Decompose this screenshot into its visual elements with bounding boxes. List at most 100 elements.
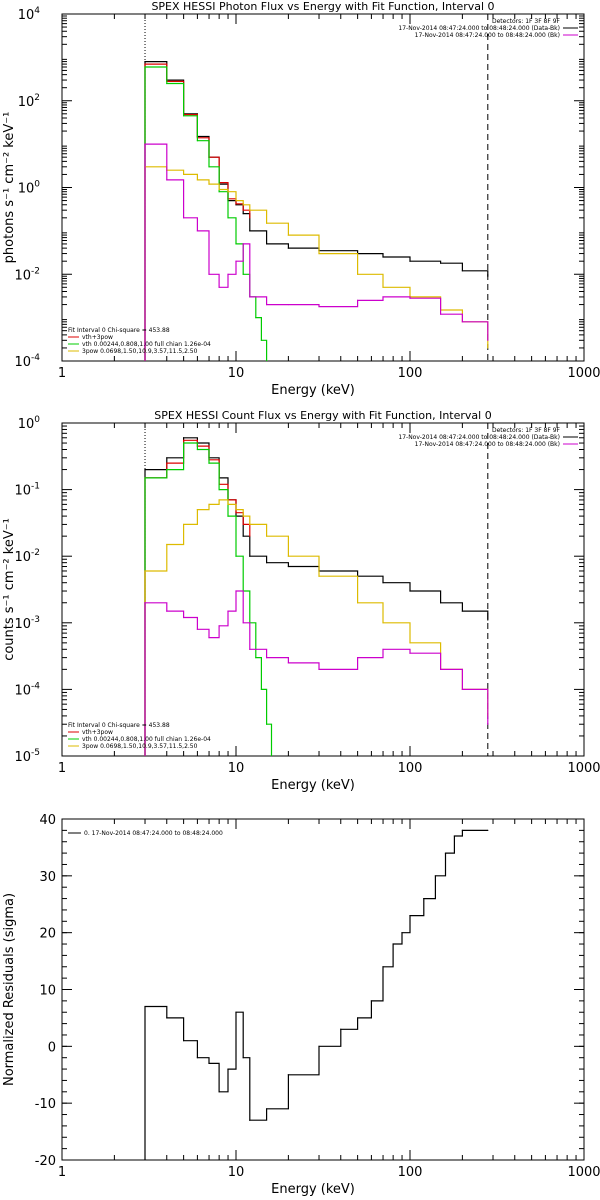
- y-tick-exponent: -5: [31, 748, 40, 758]
- data-point: [235, 203, 237, 205]
- series-line-3: [144, 166, 489, 361]
- data-point: [453, 835, 456, 837]
- data-point: [287, 234, 289, 236]
- data-point: [235, 512, 237, 514]
- data-point: [249, 535, 251, 537]
- data-point: [266, 243, 268, 245]
- series-line-4: [144, 590, 489, 756]
- series-line-0: [144, 61, 489, 361]
- data-point: [382, 286, 384, 288]
- data-point: [357, 602, 359, 604]
- x-tick-label: 10: [228, 1165, 245, 1180]
- y-tick-label: 10-2: [14, 548, 40, 565]
- data-point: [166, 462, 168, 464]
- data-point: [227, 503, 229, 505]
- x-tick-label: 1000: [567, 761, 600, 776]
- legend-left-entry: Fit Interval 0 Chi-square = 453.88: [68, 327, 170, 334]
- data-point: [440, 262, 442, 264]
- plot-area: [144, 423, 489, 756]
- y-tick-base: 10: [14, 355, 31, 370]
- series-line-4: [144, 143, 489, 361]
- data-point: [144, 602, 146, 604]
- data-point: [166, 543, 168, 546]
- legend-left-entry: 3pow 0.0698,1.50,10.9,3.57,11.5,2.50: [82, 348, 198, 355]
- data-point: [144, 1005, 146, 1008]
- data-point: [218, 188, 220, 191]
- data-point: [401, 932, 403, 934]
- data-point: [183, 115, 185, 117]
- x-tick-label: 10: [228, 366, 245, 381]
- legend-right-entry: 17-Nov-2014 08:47:24.000 to 08:48:24.000…: [398, 434, 560, 441]
- data-point: [183, 442, 185, 444]
- series-line-0: [144, 829, 488, 1160]
- x-tick-label: 1000: [567, 366, 600, 381]
- legend-right-entry: 17-Nov-2014 08:47:24.000 to 08:48:24.000…: [398, 25, 560, 32]
- y-tick-base: 10: [18, 182, 35, 197]
- data-point: [166, 1017, 168, 1019]
- y-tick-base: 10: [14, 484, 31, 499]
- data-point: [318, 305, 320, 308]
- x-tick-label: 1: [58, 366, 66, 381]
- chart-panel-1: SPEX HESSI Count Flux vs Energy with Fit…: [2, 409, 600, 793]
- data-point: [461, 270, 463, 272]
- data-point: [235, 243, 237, 245]
- y-tick-base: 10: [18, 95, 35, 110]
- chart-title: SPEX HESSI Photon Flux vs Energy with Fi…: [151, 0, 494, 13]
- y-tick-exponent: 0: [34, 415, 40, 425]
- data-point: [144, 570, 146, 572]
- data-point: [287, 303, 289, 306]
- data-point: [242, 515, 244, 517]
- data-point: [249, 523, 251, 526]
- data-point: [144, 143, 146, 145]
- y-tick-exponent: 0: [34, 180, 40, 190]
- x-axis-label: Energy (keV): [271, 778, 355, 793]
- y-tick-label: 100: [18, 415, 41, 432]
- y-tick-label: 10-5: [14, 748, 40, 765]
- x-tick-label: 100: [398, 1165, 423, 1180]
- data-point: [249, 648, 251, 650]
- data-point: [183, 523, 185, 526]
- y-tick-exponent: -2: [31, 266, 40, 276]
- data-point: [409, 590, 411, 592]
- data-point: [166, 610, 168, 612]
- legend-left-entry: vth+3pow: [82, 334, 113, 341]
- data-point: [382, 582, 384, 584]
- series-line-0: [144, 437, 489, 756]
- y-tick-exponent: 2: [34, 93, 40, 103]
- data-point: [318, 668, 320, 670]
- y-tick-exponent: 4: [34, 6, 40, 16]
- data-point: [266, 1108, 268, 1110]
- data-point: [440, 313, 442, 315]
- y-tick-exponent: -3: [31, 615, 40, 625]
- data-point: [166, 179, 168, 181]
- data-point: [266, 222, 268, 224]
- series-line-1: [144, 63, 251, 361]
- data-point: [208, 462, 210, 464]
- data-point: [196, 509, 198, 511]
- data-point: [409, 297, 411, 299]
- data-point: [249, 217, 251, 219]
- plot-area: [144, 14, 489, 361]
- legend-right-entry: Detectors: 1F 3F 8F 9F: [492, 18, 561, 25]
- data-point: [227, 515, 229, 517]
- data-point: [166, 468, 168, 471]
- data-point: [318, 575, 320, 577]
- data-point: [409, 642, 411, 644]
- data-point: [144, 468, 146, 471]
- data-point: [242, 1057, 244, 1059]
- series-line-3: [144, 499, 489, 756]
- legend-left-entry: vth 0.00244,0.808,1.00 full chian 1.26e-…: [82, 341, 211, 348]
- data-point: [357, 273, 359, 275]
- data-point: [249, 555, 251, 557]
- data-point: [196, 628, 198, 630]
- y-tick-label: 102: [18, 93, 40, 110]
- data-point: [208, 273, 210, 275]
- y-tick-label: -20: [35, 1154, 56, 1169]
- x-tick-label: 10: [228, 761, 245, 776]
- data-point: [144, 63, 146, 65]
- y-tick-exponent: -4: [31, 353, 40, 363]
- data-point: [255, 657, 257, 659]
- chart-title: SPEX HESSI Count Flux vs Energy with Fit…: [154, 409, 491, 422]
- data-point: [260, 688, 263, 691]
